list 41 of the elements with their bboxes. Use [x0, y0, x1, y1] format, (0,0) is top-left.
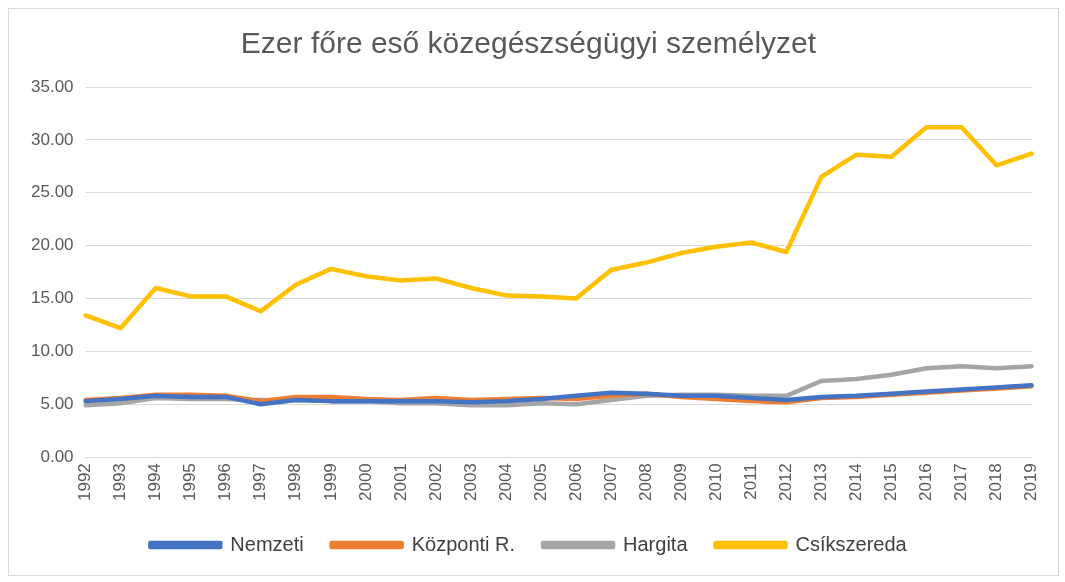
legend-label: Csíkszereda: [795, 532, 908, 555]
x-tick-label: 2014: [846, 463, 866, 502]
legend-label: Hargita: [623, 532, 689, 555]
x-tick-label: 2003: [460, 463, 480, 502]
x-tick-label: 2010: [705, 463, 725, 502]
x-tick-label: 2007: [600, 463, 620, 502]
x-tick-label: 2006: [565, 463, 585, 502]
legend-label: Nemzeti: [230, 532, 304, 555]
x-tick-label: 1996: [215, 463, 235, 502]
x-tick-label: 2016: [916, 463, 936, 502]
chart-title: Ezer főre eső közegészségügyi személyzet: [240, 26, 817, 60]
y-tick-label: 35.00: [30, 76, 74, 96]
x-tick-label: 2018: [986, 463, 1006, 502]
y-tick-label: 0.00: [40, 446, 74, 466]
y-tick-label: 5.00: [40, 393, 74, 413]
x-tick-label: 2000: [355, 463, 375, 502]
x-tick-label: 2015: [881, 463, 901, 502]
y-tick-label: 15.00: [30, 288, 74, 308]
x-tick-label: 1992: [75, 463, 95, 502]
x-tick-label: 1999: [320, 463, 340, 502]
x-tick-label: 2005: [530, 463, 550, 502]
x-tick-label: 1993: [110, 463, 130, 502]
x-tick-label: 1994: [145, 463, 165, 502]
x-tick-label: 2012: [776, 463, 796, 502]
x-tick-label: 2009: [670, 463, 690, 502]
x-tick-label: 1995: [180, 463, 200, 502]
x-tick-label: 2019: [1021, 463, 1041, 502]
x-tick-label: 2013: [811, 463, 831, 502]
x-tick-label: 2002: [425, 463, 445, 502]
x-tick-label: 2017: [951, 463, 971, 502]
x-tick-label: 2001: [390, 463, 410, 502]
x-tick-label: 1998: [285, 463, 305, 502]
y-tick-label: 20.00: [30, 235, 74, 255]
x-tick-label: 2011: [740, 463, 760, 500]
x-tick-label: 2004: [495, 463, 515, 502]
y-tick-label: 25.00: [30, 182, 74, 202]
y-tick-label: 10.00: [30, 341, 74, 361]
x-tick-label: 1997: [250, 463, 270, 502]
legend-label: Központi R.: [411, 532, 516, 555]
x-tick-label: 2008: [635, 463, 655, 502]
y-tick-label: 30.00: [30, 129, 74, 149]
